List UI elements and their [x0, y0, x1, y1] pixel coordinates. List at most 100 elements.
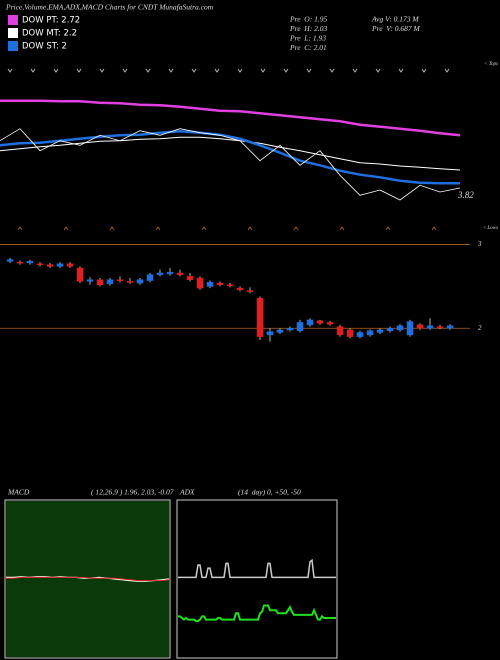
series-line	[0, 136, 461, 171]
candle-body	[176, 272, 184, 275]
low-marker	[155, 226, 161, 231]
top-marker	[237, 68, 243, 73]
legend-swatch	[8, 41, 18, 51]
top-marker	[283, 68, 289, 73]
candle-body	[296, 322, 304, 332]
candle-body	[106, 279, 114, 285]
top-marker	[99, 68, 105, 73]
annotation: < Tops	[484, 62, 498, 67]
legend-swatch	[8, 28, 18, 38]
candle-body	[186, 276, 194, 280]
top-marker	[7, 68, 13, 73]
candle-body	[46, 264, 54, 267]
candle-body	[306, 319, 314, 326]
top-marker	[398, 68, 404, 73]
low-marker	[293, 226, 299, 231]
low-marker	[247, 226, 253, 231]
candle-body	[316, 320, 324, 324]
candle-body	[266, 331, 274, 336]
top-marker	[329, 68, 335, 73]
candle-body	[376, 329, 384, 333]
candle-body	[216, 282, 224, 285]
candle-body	[366, 330, 374, 336]
top-marker	[352, 68, 358, 73]
candle-body	[226, 284, 234, 286]
candle-body	[96, 279, 104, 285]
top-marker	[260, 68, 266, 73]
panel-title: ADX	[179, 488, 195, 497]
candle-body	[276, 329, 284, 333]
low-marker	[339, 226, 345, 231]
panel-title: MACD	[7, 488, 30, 497]
legend-swatch	[8, 15, 18, 25]
legend-label: DOW PT: 2.72	[22, 16, 80, 26]
candle-body	[116, 279, 124, 281]
panel-subtitle: (14 day) 0, +50, -50	[238, 488, 301, 497]
stat: Pre L: 1.93	[289, 34, 326, 43]
candle-body	[56, 263, 64, 267]
panel-bg	[6, 501, 169, 657]
macd-frame	[4, 499, 171, 659]
top-marker	[191, 68, 197, 73]
annotation: < Lows	[483, 226, 498, 231]
stat: Pre O: 1.95	[289, 15, 327, 24]
low-marker	[109, 226, 115, 231]
low-marker	[385, 226, 391, 231]
stat: Pre V: 0.687 M	[371, 24, 421, 33]
top-marker	[76, 68, 82, 73]
low-marker	[431, 226, 437, 231]
top-marker	[214, 68, 220, 73]
candle-body	[196, 277, 204, 289]
candle-body	[406, 321, 414, 336]
candle-body	[6, 259, 14, 262]
candle-body	[16, 261, 24, 264]
top-marker	[168, 68, 174, 73]
annotation: 3.82	[457, 190, 474, 200]
candle-body	[386, 328, 394, 332]
candle-body	[76, 267, 84, 282]
candle-body	[26, 261, 34, 264]
candle-body	[446, 325, 454, 329]
adx-frame	[176, 499, 338, 659]
top-marker	[30, 68, 36, 73]
candle-body	[136, 279, 144, 284]
candle-body	[356, 332, 364, 337]
low-marker	[201, 226, 207, 231]
candle-body	[396, 325, 404, 331]
legend-label: DOW MT: 2.2	[22, 29, 77, 39]
candle-body	[206, 281, 214, 287]
series-line	[178, 558, 336, 579]
top-marker	[145, 68, 151, 73]
top-marker	[375, 68, 381, 73]
series-line	[178, 604, 336, 623]
candle-body	[236, 287, 244, 291]
candle-body	[416, 324, 424, 329]
candle-body	[126, 281, 134, 283]
page-title: Price,Volume,EMA,ADX,MACD Charts for CND…	[5, 3, 214, 12]
candle-body	[166, 271, 174, 275]
candle-body	[156, 272, 164, 275]
candle-body	[246, 290, 254, 292]
legend-label: DOW ST: 2	[22, 42, 67, 52]
stat: Pre C: 2.01	[289, 43, 327, 52]
series-line	[0, 99, 461, 137]
top-marker	[306, 68, 312, 73]
stat: Avg V: 0.173 M	[371, 15, 419, 24]
candle-body	[146, 274, 154, 281]
candle-body	[36, 263, 44, 266]
series-line	[0, 128, 461, 201]
candle-body	[286, 328, 294, 331]
top-marker	[421, 68, 427, 73]
candle-body	[86, 279, 94, 282]
stat: Pre H: 2.03	[289, 24, 327, 33]
panel-subtitle: ( 12,26,9 ) 1.96, 2.03, -0.07	[91, 488, 174, 497]
y-tick-label: 3	[477, 240, 482, 248]
top-marker	[444, 68, 450, 73]
series-line	[6, 576, 170, 582]
candle-body	[346, 329, 354, 337]
low-marker	[17, 226, 23, 231]
series-line	[0, 130, 460, 185]
candle-body	[436, 326, 444, 328]
